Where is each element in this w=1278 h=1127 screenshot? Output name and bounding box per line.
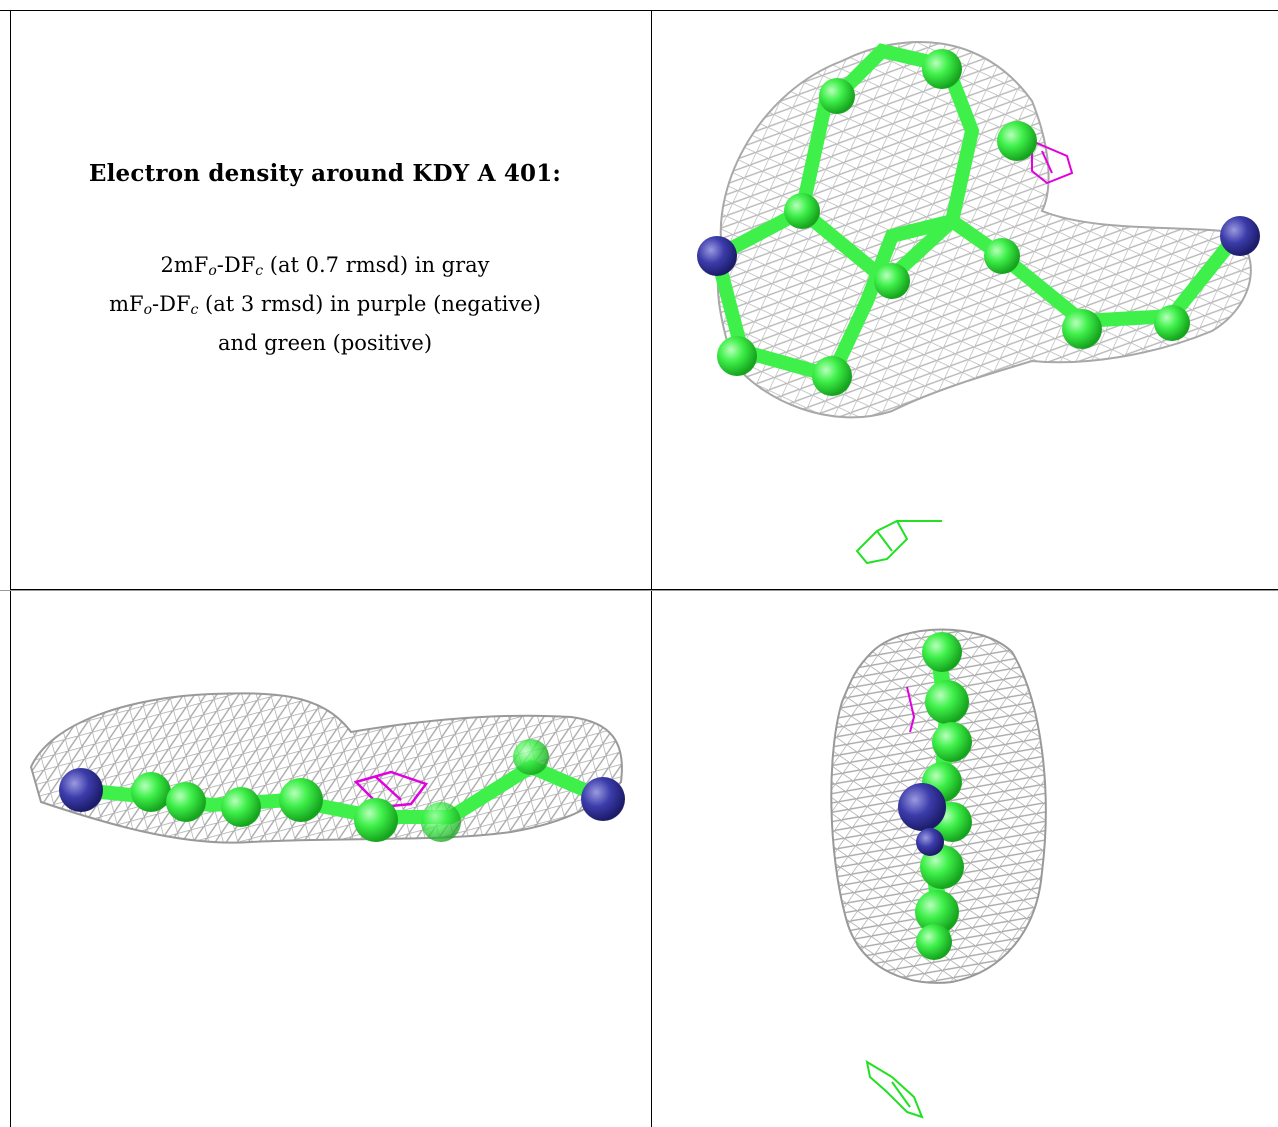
negative-density-mesh	[1031, 139, 1074, 185]
density-view-top	[652, 11, 1278, 589]
grid-center-divider	[651, 10, 652, 1127]
density-view-side	[11, 592, 651, 1127]
positive-density-mesh	[855, 519, 942, 565]
legend-1-mid: -DF	[216, 253, 256, 277]
legend-1-sub-c: c	[255, 263, 264, 279]
grid-left-border	[10, 10, 11, 1127]
caption-title: Electron density around KDY A 401:	[88, 160, 562, 187]
density-view-end	[652, 592, 1278, 1127]
legend-2-suffix: (at 3 rmsd) in purple (negative)	[198, 292, 541, 316]
grid-top-border	[0, 10, 1278, 11]
ligand-atoms-side	[59, 739, 625, 842]
grid-middle-divider	[0, 590, 1278, 591]
legend-2-prefix: mF	[109, 292, 144, 316]
map-legend: 2mFo-DFc (at 0.7 rmsd) in gray mFo-DFc (…	[14, 249, 636, 360]
legend-2-mid: -DF	[152, 292, 191, 316]
positive-density-mesh-end	[865, 1059, 924, 1119]
legend-line-positive: and green (positive)	[217, 331, 433, 355]
legend-1-suffix: (at 0.7 rmsd) in gray	[263, 253, 490, 277]
ligand-atoms-top	[697, 49, 1260, 396]
legend-1-sub-o: o	[208, 263, 217, 279]
legend-2-sub-c: c	[190, 302, 199, 318]
legend-caption: Electron density around KDY A 401: 2mFo-…	[14, 160, 636, 360]
negative-density-mesh-end	[906, 686, 916, 733]
legend-2-sub-o: o	[143, 302, 153, 318]
legend-line-fo-fc: mFo-DFc (at 3 rmsd) in purple (negative)	[14, 288, 636, 327]
ligand-atoms-end	[898, 632, 972, 960]
legend-line-2fo-fc: 2mFo-DFc (at 0.7 rmsd) in gray	[14, 249, 636, 288]
grid-middle-divider-dark	[10, 589, 1278, 590]
legend-1-prefix: 2mF	[160, 253, 209, 277]
